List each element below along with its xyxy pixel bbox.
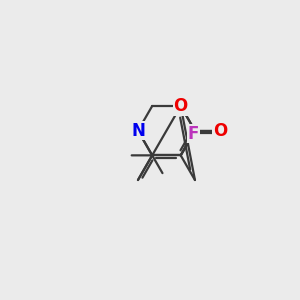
Text: F: F xyxy=(188,124,199,142)
Text: O: O xyxy=(174,97,188,115)
Text: N: N xyxy=(131,122,145,140)
Text: O: O xyxy=(213,122,227,140)
